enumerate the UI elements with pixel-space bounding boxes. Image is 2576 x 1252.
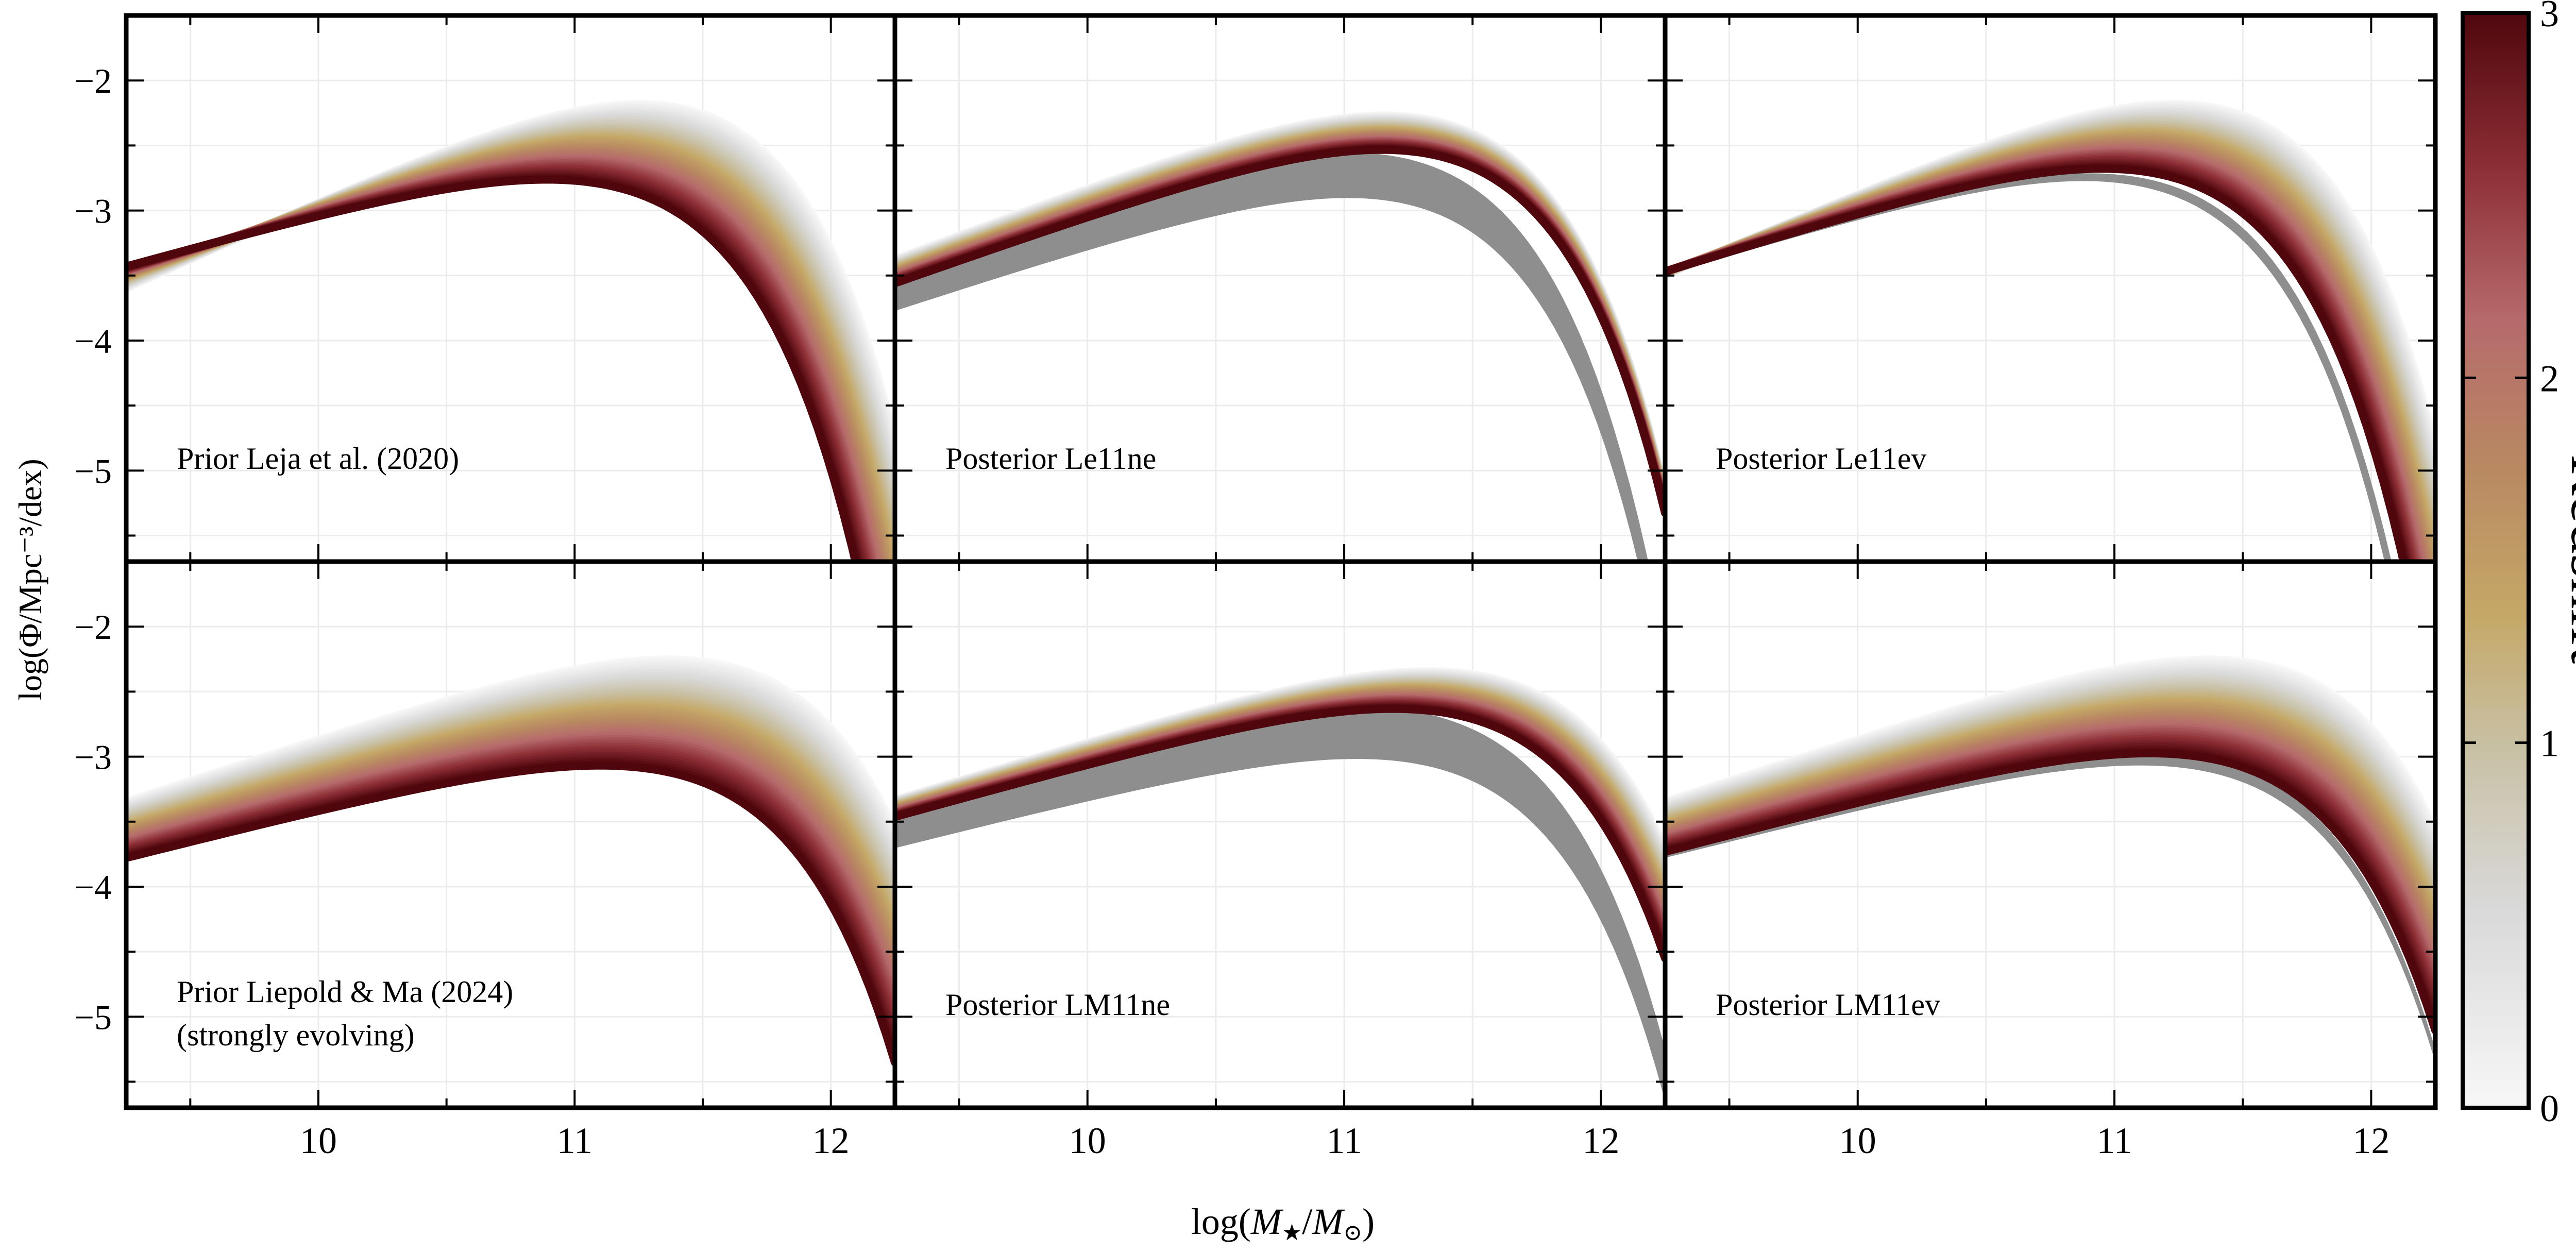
x-axis-label-mass: M xyxy=(1250,1201,1284,1242)
x-tick-label: 10 xyxy=(1839,1120,1876,1161)
panel-bottom-middle: 10 11 12 Posterior LM11ne xyxy=(892,559,1668,1161)
y-tick-label: −4 xyxy=(75,322,112,361)
x-axis-label-star: ★ xyxy=(1282,1220,1302,1245)
plot-area xyxy=(1665,99,2435,562)
panel-label: Posterior Le11ev xyxy=(1716,442,1926,476)
grid xyxy=(1665,562,2435,1108)
axis-ticks xyxy=(126,562,895,1108)
plot-area xyxy=(895,111,1665,562)
smf-curve xyxy=(895,145,1665,517)
panel-top-left: −2 −3 −4 −5 Prior Leja et al. (2020) xyxy=(75,13,897,564)
colorbar-ticks: 0 1 2 3 xyxy=(2463,0,2559,1130)
colorbar-tick-label: 2 xyxy=(2540,358,2559,400)
x-axis-label-suffix: ) xyxy=(1362,1201,1375,1242)
smf-curve xyxy=(1665,749,2435,1035)
x-tick-label: 11 xyxy=(2096,1120,2132,1161)
y-tick-label: −2 xyxy=(75,61,112,100)
smf-curve xyxy=(895,704,1665,962)
y-tick-label: −5 xyxy=(75,997,112,1037)
plot-area xyxy=(126,655,895,1067)
x-axis-label-prefix: log( xyxy=(1191,1201,1251,1242)
y-axis-label: log(Φ/Mpc⁻³/dex) xyxy=(12,459,48,700)
x-tick-label: 10 xyxy=(300,1120,337,1161)
panels-group: −2 −3 −4 −5 Prior Leja et al. (2020) Posterio… xyxy=(75,13,2438,1161)
panel-label: Posterior LM11ne xyxy=(945,988,1170,1022)
x-tick-label: 11 xyxy=(1326,1120,1362,1161)
x-tick-label: 12 xyxy=(2352,1120,2389,1161)
smf-curve xyxy=(1665,164,2408,562)
y-tick-label: −3 xyxy=(75,192,112,231)
panel-top-right: Posterior Le11ev xyxy=(1663,13,2438,564)
y-tick-label: −3 xyxy=(75,738,112,777)
panel-bottom-right: 10 11 12 Posterior LM11ev xyxy=(1663,559,2438,1161)
colorbar-label: Redshift xyxy=(2558,454,2576,664)
plot-area xyxy=(895,667,1665,1102)
x-axis-label-sun: ⊙ xyxy=(1343,1220,1362,1245)
y-tick-label: −2 xyxy=(75,607,112,647)
x-axis-label-msun: M xyxy=(1312,1201,1345,1242)
plot-area xyxy=(1665,655,2435,1062)
x-axis-label-sep: / xyxy=(1302,1201,1312,1242)
y-tick-label: −4 xyxy=(75,868,112,907)
axis-ticks xyxy=(1665,562,2435,1108)
x-axis-label: log(M★/M⊙) xyxy=(1191,1201,1375,1245)
panel-label: Prior Leja et al. (2020) xyxy=(177,442,459,476)
plot-area xyxy=(126,100,895,562)
y-tick-label: −5 xyxy=(75,451,112,490)
colorbar-tick-label: 1 xyxy=(2540,723,2559,765)
colorbar: 0 1 2 3 Redshift xyxy=(2461,0,2576,1130)
axis-ticks xyxy=(895,562,1665,1108)
panel-frame xyxy=(1663,559,2438,1110)
panel-top-middle: Posterior Le11ne xyxy=(892,13,1668,564)
panel-label: Posterior LM11ev xyxy=(1716,988,1940,1022)
colorbar-tick-label: 3 xyxy=(2540,0,2559,35)
colorbar-tick-label: 0 xyxy=(2540,1088,2559,1130)
smf-curve xyxy=(126,175,860,562)
x-tick-label: 10 xyxy=(1069,1120,1106,1161)
panel-label: (strongly evolving) xyxy=(177,1018,415,1052)
panel-label: Posterior Le11ne xyxy=(945,442,1156,476)
smf-curve xyxy=(126,761,895,1067)
panel-label: Prior Liepold & Ma (2024) xyxy=(177,975,513,1009)
colorbar-gradient xyxy=(2461,11,2531,1110)
x-tick-label: 11 xyxy=(557,1120,592,1161)
x-tick-label: 12 xyxy=(1582,1120,1619,1161)
x-tick-label: 12 xyxy=(812,1120,850,1161)
panel-bottom-left: −2 −3 −4 −5 10 11 12 Prior Liepold & Ma (2024) (… xyxy=(75,559,897,1161)
